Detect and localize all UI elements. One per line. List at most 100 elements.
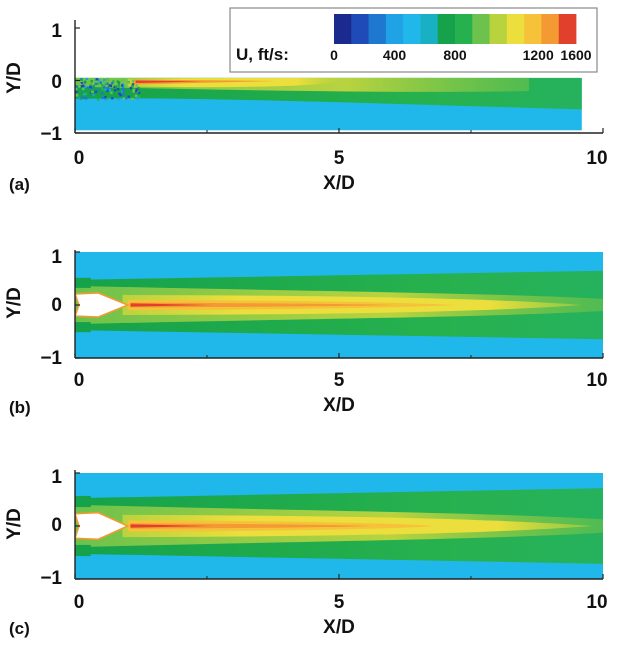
nozzle-exit-noise (82, 84, 85, 87)
nozzle-exit-noise (113, 89, 117, 92)
nozzle-exit-noise (119, 93, 122, 97)
colorbar-swatch (385, 14, 404, 44)
colorbar-tick-labels: 0 400 800 1200 1600 (330, 47, 592, 63)
nozzle-exit-noise (135, 84, 138, 87)
nozzle-exit-noise (102, 79, 106, 82)
y-tick-label-1-b: 1 (51, 247, 62, 268)
colorbar-swatch (472, 14, 490, 44)
nozzle-exit-noise (127, 81, 130, 84)
nozzle-exit-noise (118, 92, 121, 95)
y-axis-label-c: Y/D (4, 508, 25, 540)
nozzle-exit-noise (78, 97, 81, 100)
nozzle-exit-noise (121, 79, 124, 83)
nozzle-exit-noise (104, 98, 107, 101)
nozzle-exit-noise (104, 80, 107, 84)
nozzle-exit-noise (92, 85, 95, 88)
nozzle-exit-noise (94, 90, 97, 94)
axis-ticks-a (74, 27, 604, 134)
nozzle-exit-noise (91, 90, 94, 94)
core-high-velocity (133, 79, 276, 85)
nozzle-exit-noise (131, 87, 134, 90)
y-tick-label-0-c: 0 (51, 515, 62, 536)
panel-label-a: (a) (9, 175, 30, 194)
nozzle-exit-noise (127, 95, 130, 98)
nozzle-exit-noise (85, 97, 88, 100)
nozzle-exit-noise (129, 86, 133, 90)
nozzle-exit-noise (131, 97, 134, 101)
panel-label-b: (b) (9, 398, 31, 417)
colorbar-tick-label: 800 (443, 47, 467, 63)
nozzle-exit-noise (90, 78, 93, 81)
panel-label-c: (c) (9, 619, 30, 638)
nozzle-exit-noise (75, 87, 78, 91)
nozzle-exit-noise (80, 97, 83, 100)
colorbar-swatch (351, 14, 369, 44)
nozzle-exit-noise (137, 87, 140, 90)
x-tick-label-10-c: 10 (586, 592, 607, 613)
colorbar-tick-label: 0 (330, 47, 338, 63)
y-axis-label-a: Y/D (4, 62, 25, 94)
core-peak-velocity (135, 80, 202, 83)
nozzle-exit-noise (106, 82, 109, 85)
x-tick-label-10-a: 10 (586, 148, 607, 169)
nozzle-exit-noise (103, 86, 106, 90)
nozzle-exit-noise (101, 92, 104, 95)
nozzle-exit-noise (89, 85, 92, 89)
nozzle-exit-noise (112, 80, 115, 83)
nozzle-exit-noise (116, 79, 120, 82)
nozzle-exit-noise (122, 91, 125, 94)
x-tick-label-10-b: 10 (586, 370, 607, 391)
nozzle-exit-noise (97, 79, 101, 82)
nozzle-exit-noise (117, 85, 120, 88)
nozzle-exit-noise (124, 97, 128, 100)
nozzle-exit-noise (94, 82, 97, 86)
y-tick-label-neg1-a: −1 (40, 124, 62, 145)
nozzle-exit-noise (110, 91, 113, 94)
nozzle-exit-noise (116, 88, 120, 91)
x-tick-label-0-a: 0 (74, 148, 85, 169)
nozzle-exit-noise (124, 85, 127, 88)
nozzle-exit-noise (106, 89, 109, 92)
nozzle-exit-noise (96, 89, 99, 92)
nozzle-lip-top (75, 277, 91, 288)
nozzle-exit-noise (89, 93, 93, 96)
colorbar-tick-label: 1200 (523, 47, 554, 63)
colorbar-tick-label: 400 (383, 47, 407, 63)
nozzle-exit-noise (78, 83, 81, 86)
y-tick-label-neg1-c: −1 (40, 568, 62, 589)
nozzle-exit-noise (83, 93, 86, 96)
nozzle-exit-noise (117, 81, 121, 84)
nozzle-exit-noise (116, 80, 119, 83)
x-axis-label-c: X/D (323, 617, 355, 638)
colorbar-swatch (334, 14, 352, 44)
nozzle-exit-noise (136, 97, 139, 100)
nozzle-exit-noise (106, 87, 109, 90)
nozzle-exit-noise (104, 88, 107, 91)
nozzle-exit-noise (101, 96, 104, 99)
nozzle-exit-noise (131, 84, 134, 88)
nozzle-exit-noise (132, 88, 135, 92)
nozzle-exit-noise (89, 91, 93, 95)
contour-field-a (75, 77, 582, 131)
y-axis-label-b: Y/D (4, 287, 25, 319)
nozzle-exit-noise (106, 96, 109, 100)
nozzle-exit-noise (120, 90, 124, 93)
nozzle-exit-noise (114, 79, 117, 82)
nozzle-exit-noise (92, 93, 95, 97)
core-red-streak (130, 303, 213, 307)
nozzle-exit-noise (78, 85, 81, 88)
contour-field-c (75, 473, 603, 579)
nozzle-exit-noise (102, 85, 106, 88)
nozzle-exit-noise (90, 80, 93, 83)
nozzle-exit-noise (80, 85, 84, 88)
nozzle-exit-noise (135, 88, 139, 91)
colorbar-swatch (524, 14, 542, 44)
nozzle-exit-noise (101, 84, 104, 87)
colorbar-swatch (558, 14, 577, 44)
nozzle-exit-noise (122, 97, 126, 100)
core-red-streak (130, 524, 213, 528)
colorbar-swatch (455, 14, 473, 44)
nozzle-exit-noise (82, 96, 85, 100)
nozzle-exit-noise (138, 95, 141, 98)
colorbar-swatch (506, 14, 525, 44)
